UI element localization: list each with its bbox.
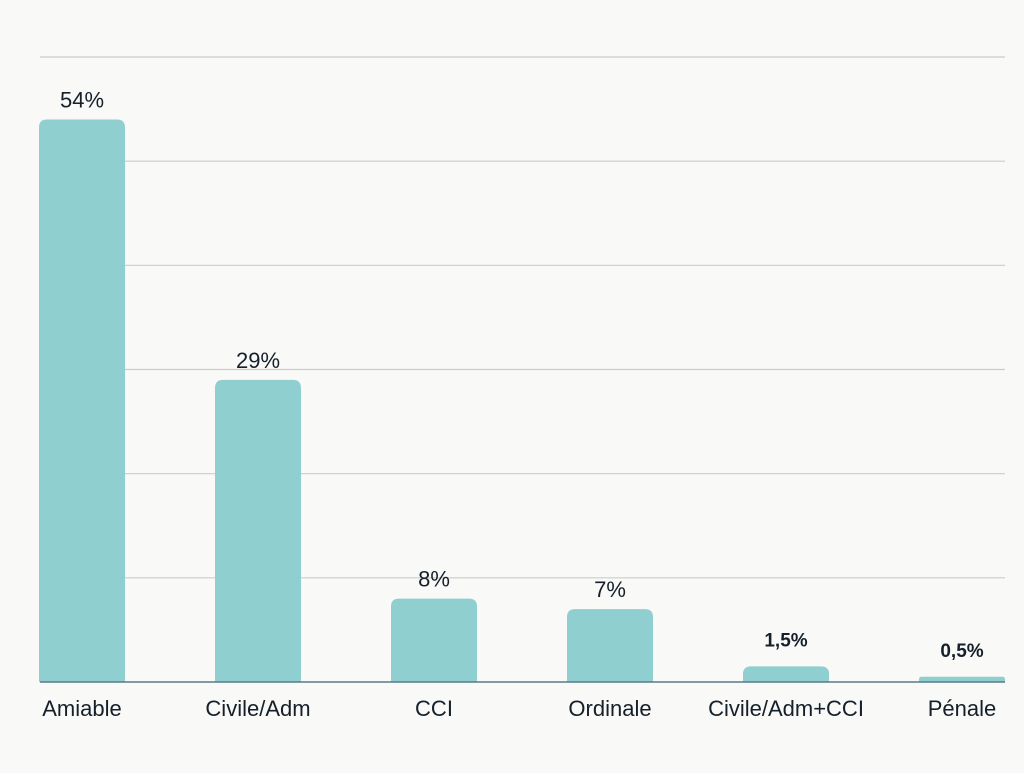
data-labels: 54% 29% 8% 7% 1,5% 0,5% [60,88,984,662]
bar-1 [215,379,301,682]
bar-0 [39,119,125,682]
bar-4 [743,666,829,682]
bars [39,119,1005,682]
data-label: 7% [594,577,626,602]
bar-2 [391,598,477,682]
bar-3 [567,609,653,682]
bar-5 [919,676,1005,682]
x-tick-label: Pénale [928,696,997,721]
data-label: 1,5% [764,630,807,651]
data-label: 29% [236,348,280,373]
x-tick-label: Civile/Adm+CCI [708,696,864,721]
x-tick-label: Civile/Adm [205,696,310,721]
gridlines [40,56,1005,579]
data-label: 0,5% [940,641,983,662]
data-label: 54% [60,88,104,113]
x-tick-label: Ordinale [568,696,651,721]
data-label: 8% [418,567,450,592]
x-tick-label: CCI [415,696,453,721]
x-axis: Amiable Civile/Adm CCI Ordinale Civile/Adm+C… [40,681,1005,721]
x-tick-label: Amiable [42,696,121,721]
